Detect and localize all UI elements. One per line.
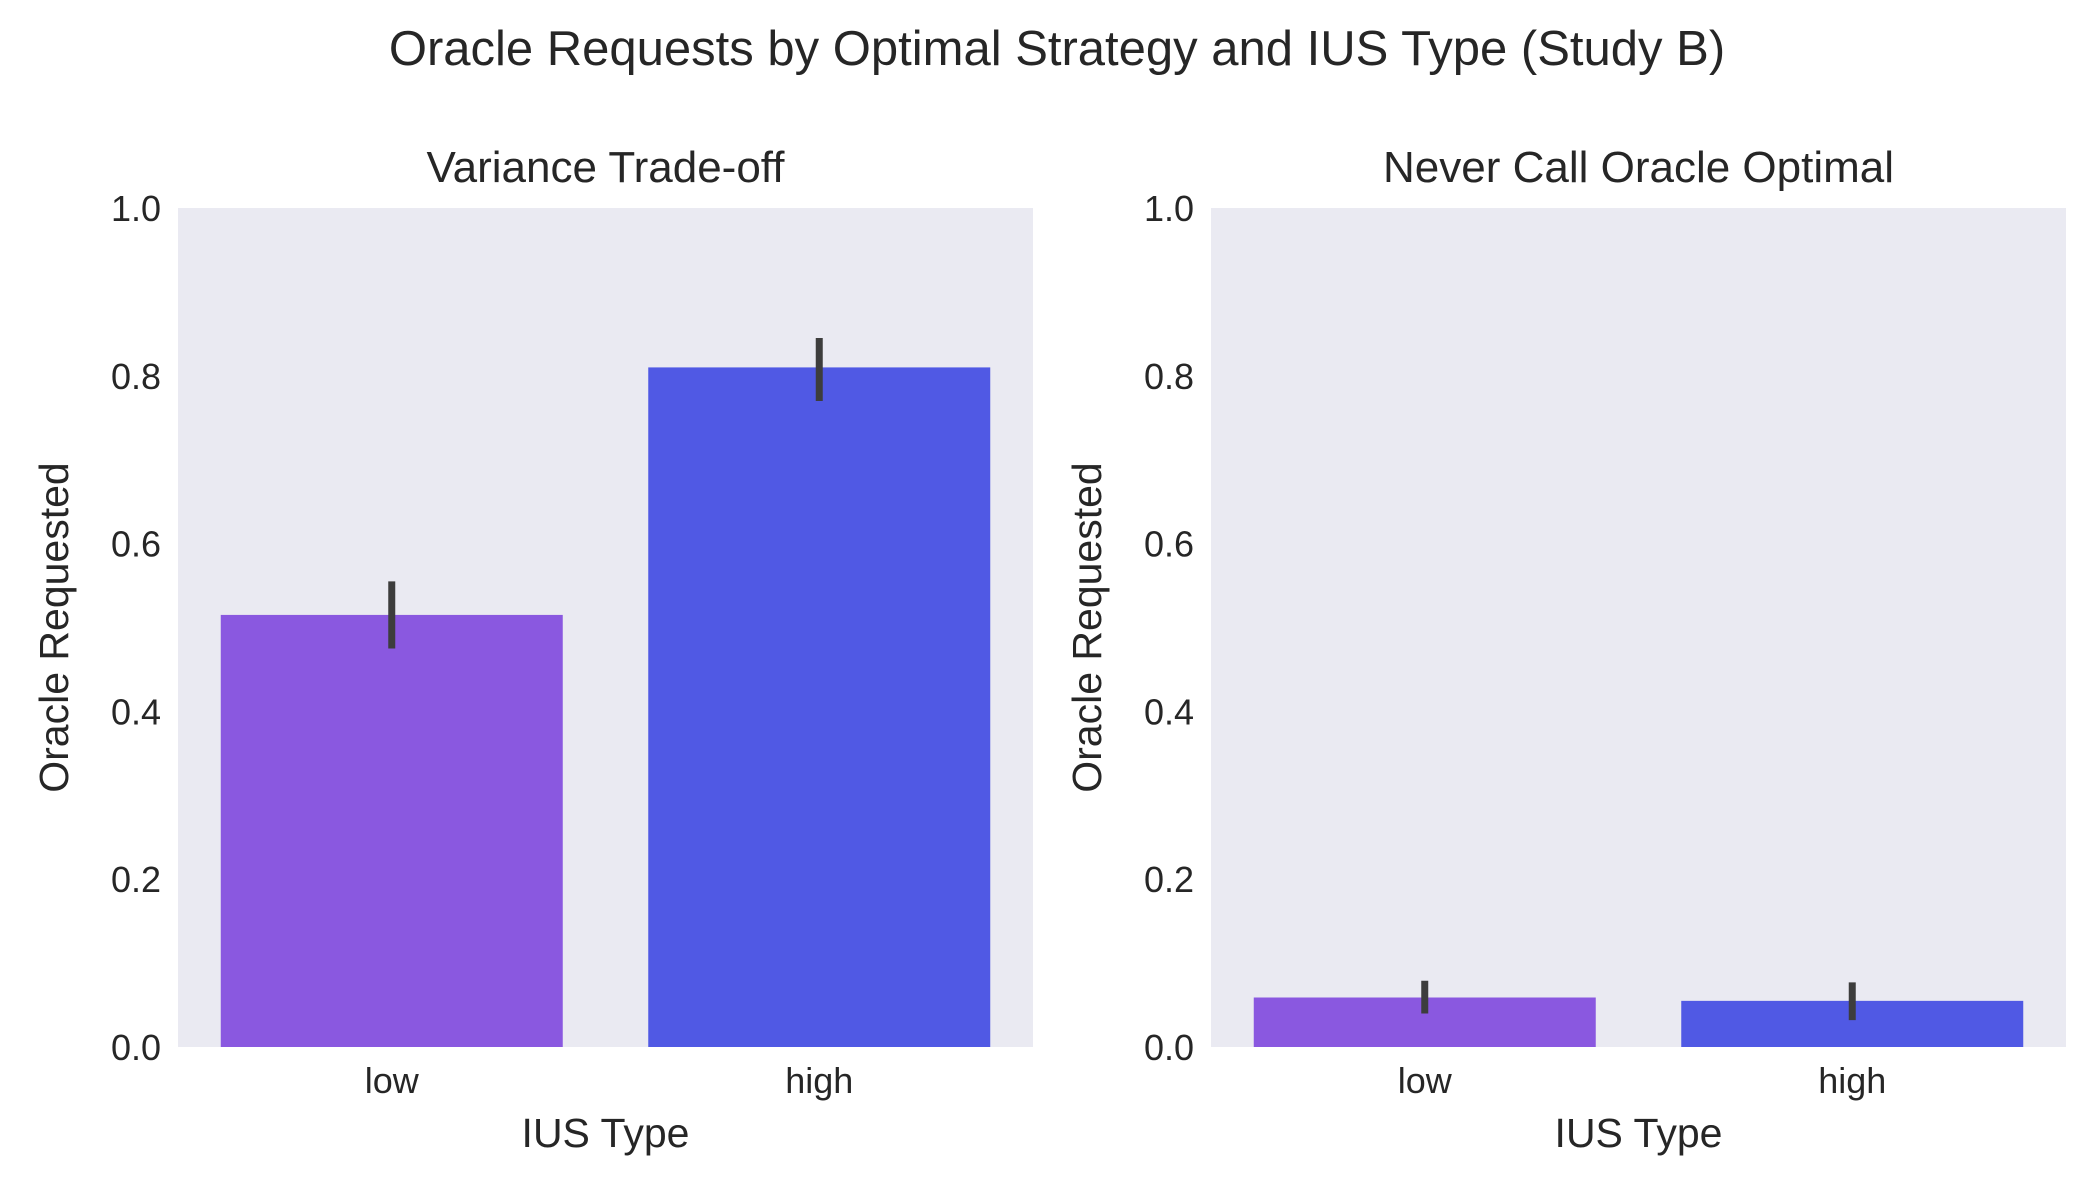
y-tick-label: 0.6 bbox=[111, 524, 161, 565]
subplot-title-1: Variance Trade-off bbox=[427, 143, 786, 192]
x-tick-label: high bbox=[1818, 1060, 1886, 1101]
subplot-title-2: Never Call Oracle Optimal bbox=[1383, 143, 1894, 192]
y-tick-label: 0.2 bbox=[111, 859, 161, 900]
y-tick-label: 0.4 bbox=[1144, 691, 1194, 732]
y-tick-label: 0.8 bbox=[1144, 356, 1194, 397]
y-tick-label: 1.0 bbox=[111, 188, 161, 229]
y-tick-label: 0.8 bbox=[111, 356, 161, 397]
figure-title: Oracle Requests by Optimal Strategy and … bbox=[389, 22, 1725, 76]
x-tick-label: high bbox=[785, 1060, 853, 1101]
plot-area-2 bbox=[1211, 208, 2066, 1047]
x-tick-label: low bbox=[365, 1060, 420, 1101]
x-axis-label: IUS Type bbox=[522, 1110, 690, 1156]
y-tick-label: 0.6 bbox=[1144, 524, 1194, 565]
bar-low bbox=[220, 614, 563, 1047]
y-axis-label: Oracle Requested bbox=[31, 462, 77, 792]
y-tick-label: 0.2 bbox=[1144, 859, 1194, 900]
x-axis-label: IUS Type bbox=[1555, 1110, 1723, 1156]
bar-high bbox=[648, 367, 991, 1047]
y-tick-label: 1.0 bbox=[1144, 188, 1194, 229]
y-axis-label: Oracle Requested bbox=[1064, 462, 1110, 792]
y-tick-label: 0.0 bbox=[1144, 1027, 1194, 1068]
y-tick-label: 0.4 bbox=[111, 691, 161, 732]
y-tick-label: 0.0 bbox=[111, 1027, 161, 1068]
x-tick-label: low bbox=[1398, 1060, 1453, 1101]
